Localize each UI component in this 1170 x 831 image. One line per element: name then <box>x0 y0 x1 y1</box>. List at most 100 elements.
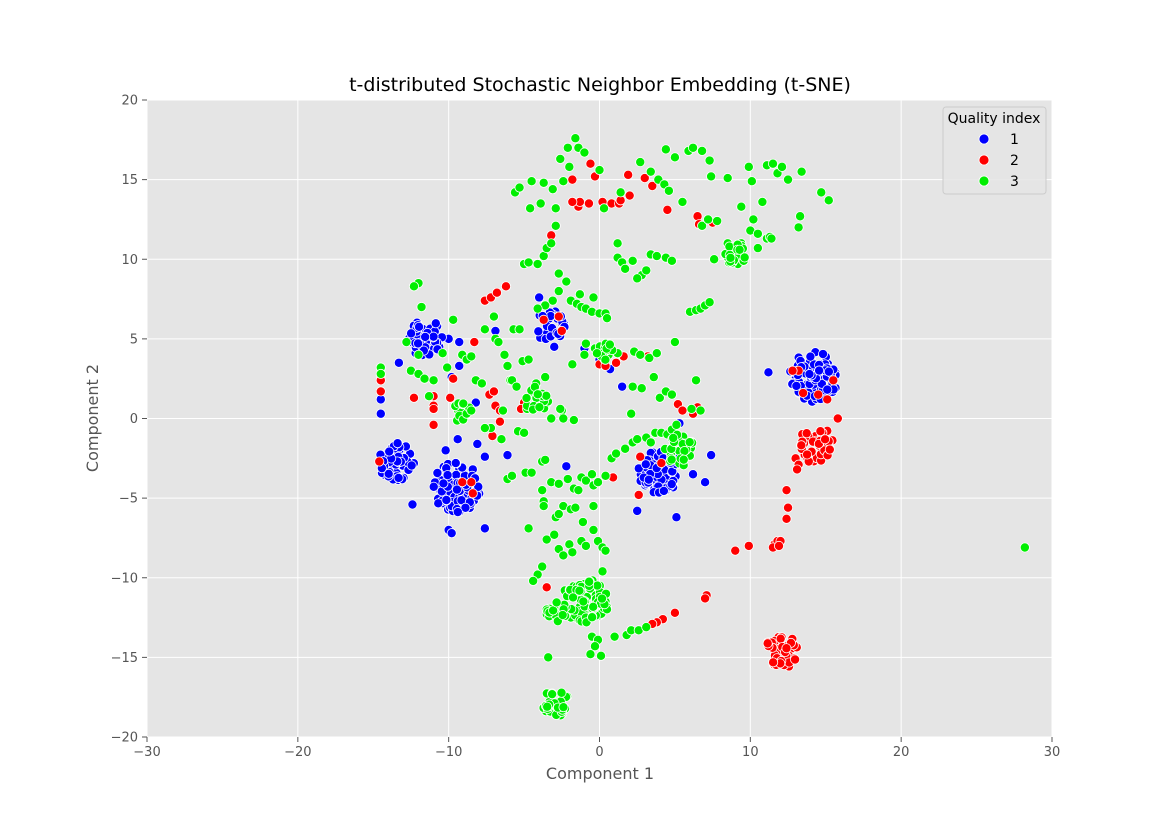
data-point-series-1 <box>658 485 669 496</box>
data-point-series-3 <box>796 166 807 177</box>
data-point-series-3 <box>558 550 569 561</box>
data-point-series-3 <box>549 529 560 540</box>
data-point-series-3 <box>600 470 611 481</box>
data-point-series-3 <box>635 157 646 168</box>
data-point-series-2 <box>408 392 419 403</box>
data-point-series-3 <box>684 437 695 448</box>
data-point-series-3 <box>511 381 522 392</box>
data-point-series-3 <box>635 349 646 360</box>
data-point-series-1 <box>392 438 403 449</box>
x-tick-label: −10 <box>435 745 462 760</box>
data-point-series-2 <box>824 444 835 455</box>
data-point-series-3 <box>493 337 504 348</box>
data-point-series-1 <box>440 445 451 456</box>
data-point-series-2 <box>624 190 635 201</box>
data-point-series-2 <box>662 204 673 215</box>
data-point-series-3 <box>535 198 546 209</box>
data-point-series-2 <box>790 654 801 665</box>
data-point-series-2 <box>828 375 839 386</box>
data-point-series-1 <box>413 338 424 349</box>
data-point-series-1 <box>446 528 457 539</box>
data-point-series-3 <box>514 324 525 335</box>
data-point-series-1 <box>454 337 465 348</box>
data-point-series-3 <box>499 349 510 360</box>
data-point-series-3 <box>734 244 745 255</box>
data-point-series-2 <box>801 428 812 439</box>
data-point-series-3 <box>514 182 525 193</box>
data-point-series-3 <box>666 255 677 266</box>
data-point-series-1 <box>688 469 699 480</box>
data-point-series-2 <box>494 416 505 427</box>
data-point-series-1 <box>432 467 443 478</box>
data-point-series-2 <box>623 169 634 180</box>
data-point-series-3 <box>596 650 607 661</box>
data-point-series-2 <box>445 392 456 403</box>
data-point-series-3 <box>584 576 595 587</box>
data-point-series-3 <box>666 454 677 465</box>
data-point-series-3 <box>528 575 539 586</box>
data-point-series-1 <box>414 321 425 332</box>
data-point-series-2 <box>375 386 386 397</box>
data-point-series-3 <box>580 338 591 349</box>
data-point-series-1 <box>454 360 465 371</box>
data-point-series-3 <box>748 214 759 225</box>
data-point-series-3 <box>666 389 677 400</box>
data-point-series-3 <box>591 348 602 359</box>
data-point-series-3 <box>546 238 557 249</box>
data-point-series-1 <box>632 505 643 516</box>
data-point-series-3 <box>660 144 671 155</box>
legend: Quality index 1 2 3 <box>942 106 1047 195</box>
data-point-series-3 <box>677 196 688 207</box>
x-tick-label: −20 <box>284 745 311 760</box>
data-point-series-3 <box>479 324 490 335</box>
y-tick-label: −10 <box>111 571 138 586</box>
data-point-series-3 <box>519 427 530 438</box>
data-point-series-3 <box>496 434 507 445</box>
x-tick-label: −30 <box>133 745 160 760</box>
data-point-series-3 <box>570 133 581 144</box>
data-point-series-2 <box>787 365 798 376</box>
legend-box <box>942 106 1047 195</box>
data-point-series-3 <box>620 263 631 274</box>
data-point-series-1 <box>643 474 654 485</box>
data-point-series-1 <box>420 331 431 342</box>
data-point-series-3 <box>553 268 564 279</box>
data-point-series-3 <box>534 402 545 413</box>
data-point-series-3 <box>823 195 834 206</box>
data-point-series-3 <box>611 448 622 459</box>
data-point-series-1 <box>822 384 833 395</box>
data-point-series-3 <box>424 391 435 402</box>
data-point-series-2 <box>813 389 824 400</box>
y-tick-label: −15 <box>111 651 138 666</box>
data-point-series-1 <box>383 468 394 479</box>
data-point-series-1 <box>472 438 483 449</box>
data-point-series-3 <box>586 469 597 480</box>
data-point-series-1 <box>460 502 471 513</box>
data-point-series-3 <box>736 201 747 212</box>
data-point-series-2 <box>730 545 741 556</box>
data-point-series-3 <box>654 392 665 403</box>
data-point-series-3 <box>540 454 551 465</box>
data-point-series-2 <box>583 198 594 209</box>
data-point-series-3 <box>669 337 680 348</box>
data-point-series-2 <box>781 643 792 654</box>
data-point-series-3 <box>602 313 613 324</box>
data-point-series-3 <box>466 351 477 362</box>
y-tick-label: 0 <box>130 412 138 427</box>
data-point-series-2 <box>488 386 499 397</box>
data-point-series-3 <box>556 687 567 698</box>
data-point-series-3 <box>580 475 591 486</box>
data-point-series-1 <box>561 461 572 472</box>
data-point-series-2 <box>374 456 385 467</box>
data-point-series-1 <box>804 369 815 380</box>
data-point-series-3 <box>767 158 778 169</box>
data-point-series-3 <box>553 509 564 520</box>
data-point-series-1 <box>438 478 449 489</box>
data-point-series-3 <box>626 408 637 419</box>
data-point-series-1 <box>700 477 711 488</box>
y-tick-label: 10 <box>121 253 138 268</box>
x-axis-label: Component 1 <box>546 764 654 783</box>
data-point-series-1 <box>640 459 651 470</box>
data-point-series-1 <box>817 349 828 360</box>
